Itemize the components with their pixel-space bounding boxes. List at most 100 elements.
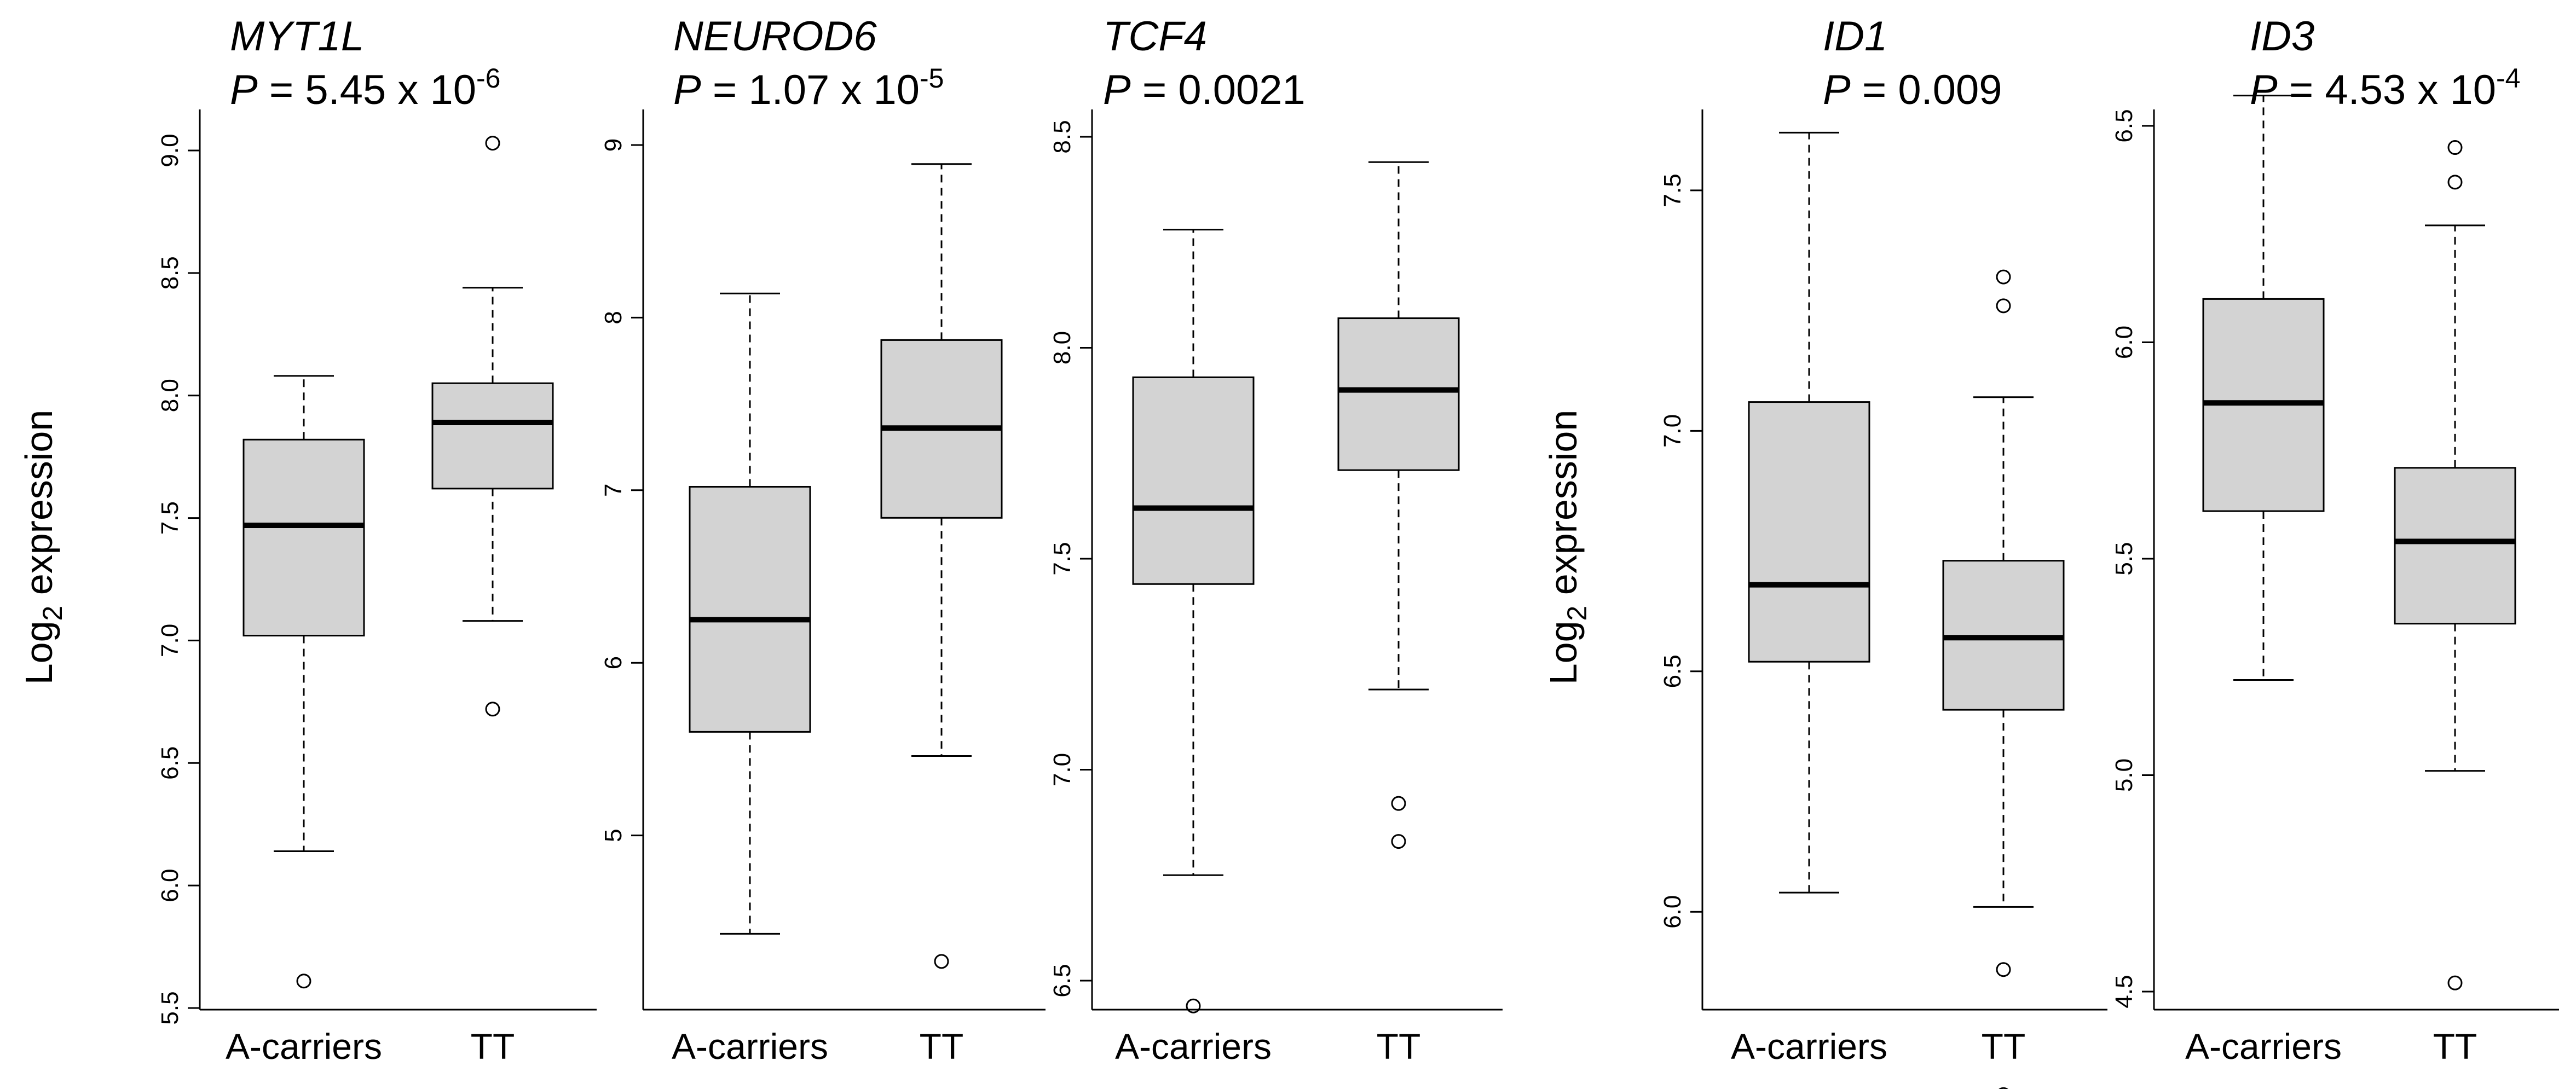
y-axis-label-rest: expression xyxy=(18,410,60,606)
y-tick-label: 8.0 xyxy=(1049,331,1076,364)
y-axis-label-subscript: 2 xyxy=(1562,606,1592,621)
y-tick-label: 4.5 xyxy=(2111,975,2138,1008)
y-tick-label: 8 xyxy=(600,311,627,324)
p-value-exponent: -6 xyxy=(476,63,500,94)
y-tick-label: 9.0 xyxy=(157,134,183,167)
p-value-label: P = 0.009 xyxy=(1823,67,2002,113)
p-value-label: P = 4.53 x 10-4 xyxy=(2250,63,2520,113)
y-tick-label: 6.0 xyxy=(1659,895,1686,929)
p-value-label: P = 5.45 x 10-6 xyxy=(230,63,500,113)
outlier-point xyxy=(2447,975,2463,990)
panel-tcf4: TCF4 P = 0.0021 6.5 7.0 7.5 8.0 8.5 A-carriers T… xyxy=(1049,13,1503,1067)
iqr-box xyxy=(431,382,554,490)
box-a-carriers xyxy=(242,375,365,989)
svg-text:Log2 expression: Log2 expression xyxy=(1542,410,1592,685)
x-category-label: TT xyxy=(1982,1026,2026,1067)
p-value-exponent: -5 xyxy=(920,63,944,94)
y-tick-label: 6.0 xyxy=(2111,326,2138,359)
y-tick-label: 7.0 xyxy=(157,624,183,657)
x-category-label: A-carriers xyxy=(226,1026,382,1067)
y-tick-label: 7.5 xyxy=(157,501,183,535)
x-category-label: A-carriers xyxy=(2185,1026,2342,1067)
y-axis-label-middle: Log2 expression xyxy=(1542,410,1592,685)
y-tick-label: 6.5 xyxy=(157,746,183,780)
y-tick-label: 6.5 xyxy=(1049,964,1076,997)
p-value-text: = 0.009 xyxy=(1851,67,2002,113)
outlier-point xyxy=(1391,834,1406,849)
panel-id1: ID1 P = 0.009 6.0 6.5 7.0 7.5 A-carriers TT xyxy=(1659,13,2107,1089)
y-tick-label: 7.0 xyxy=(1049,753,1076,786)
p-value-text: = 0.0021 xyxy=(1131,67,1306,113)
outlier-point xyxy=(1996,298,2011,314)
y-tick-label: 5.5 xyxy=(157,991,183,1024)
box-a-carriers xyxy=(689,292,811,935)
y-tick-label: 9 xyxy=(600,138,627,152)
x-category-label: TT xyxy=(920,1026,964,1067)
outlier-point xyxy=(1996,269,2011,285)
y-tick-label: 6.0 xyxy=(157,869,183,902)
y-tick-label: 7.0 xyxy=(1659,414,1686,448)
iqr-box xyxy=(1337,317,1460,471)
p-value-symbol: P xyxy=(2250,67,2278,113)
y-tick-label: 8.5 xyxy=(157,256,183,289)
iqr-box xyxy=(1748,401,1870,663)
panel-title: MYT1L xyxy=(230,13,364,60)
p-value-symbol: P xyxy=(1103,67,1131,113)
y-tick-label: 7.5 xyxy=(1049,542,1076,575)
x-category-label: A-carriers xyxy=(672,1026,828,1067)
p-value-symbol: P xyxy=(230,67,258,113)
y-tick-label: 6.5 xyxy=(1659,654,1686,688)
y-tick-label: 5.0 xyxy=(2111,758,2138,792)
outlier-point xyxy=(2447,140,2463,155)
outlier-point xyxy=(934,954,949,969)
y-tick-label: 6 xyxy=(600,656,627,669)
panel-title: ID1 xyxy=(1823,13,1887,60)
box-a-carriers xyxy=(2202,95,2325,681)
x-category-label: TT xyxy=(471,1026,515,1067)
x-category-label: A-carriers xyxy=(1731,1026,1887,1067)
y-tick-label: 8.5 xyxy=(1049,120,1076,153)
y-axis-label-main: Log xyxy=(18,621,60,685)
iqr-box xyxy=(2394,467,2516,625)
outlier-point xyxy=(1186,998,1201,1013)
svg-text:Log2 expression: Log2 expression xyxy=(18,410,68,685)
y-axis-label-subscript: 2 xyxy=(37,606,68,621)
y-tick-label: 8.0 xyxy=(157,379,183,412)
p-value-symbol: P xyxy=(1823,67,1851,113)
outlier-point xyxy=(1996,962,2011,977)
x-category-label: TT xyxy=(2433,1026,2477,1067)
y-tick-label: 5.5 xyxy=(2111,542,2138,575)
outlier-point xyxy=(485,702,500,717)
y-tick-label: 5 xyxy=(600,829,627,842)
p-value-text: = 5.45 x 10 xyxy=(258,67,476,113)
box-tt xyxy=(880,163,1003,969)
outlier-point xyxy=(485,136,500,151)
box-a-carriers xyxy=(1748,131,1870,894)
iqr-box xyxy=(689,485,811,733)
iqr-box xyxy=(242,438,365,636)
iqr-box xyxy=(1132,376,1255,585)
x-category-label: A-carriers xyxy=(1115,1026,1272,1067)
panel-title: TCF4 xyxy=(1103,13,1207,60)
outlier-point xyxy=(296,974,311,989)
y-axis-label-left: Log2 expression xyxy=(18,410,68,685)
p-value-exponent: -4 xyxy=(2496,63,2520,94)
panel-title: NEUROD6 xyxy=(673,13,877,60)
box-a-carriers xyxy=(1132,229,1255,1013)
p-value-text: = 4.53 x 10 xyxy=(2278,67,2496,113)
p-value-label: P = 1.07 x 10-5 xyxy=(673,63,944,113)
y-axis-label-rest: expression xyxy=(1542,410,1585,606)
p-value-symbol: P xyxy=(673,67,701,113)
y-tick-label: 7 xyxy=(600,484,627,497)
p-value-label: P = 0.0021 xyxy=(1103,67,1306,113)
box-tt xyxy=(1337,161,1460,849)
outlier-point xyxy=(2447,175,2463,190)
outlier-point xyxy=(1391,796,1406,811)
x-category-label: TT xyxy=(1377,1026,1421,1067)
outlier-point xyxy=(1999,1087,2008,1089)
y-tick-label: 7.5 xyxy=(1659,173,1686,207)
